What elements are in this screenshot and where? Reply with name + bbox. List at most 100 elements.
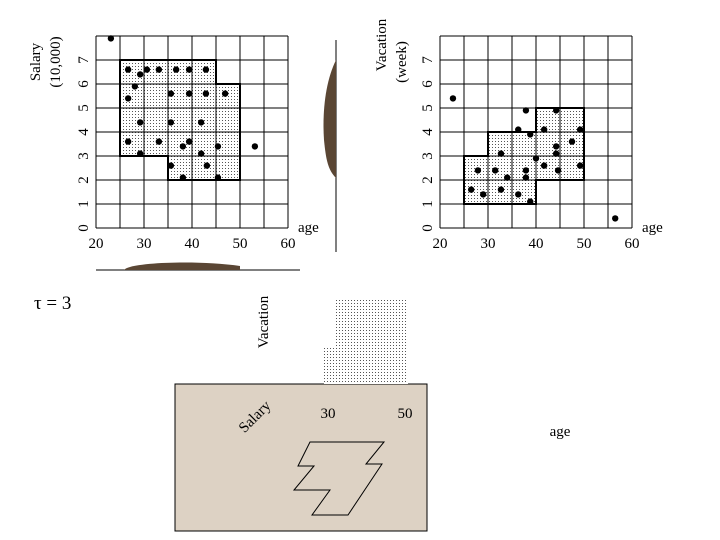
y-tick-label: 1	[420, 200, 436, 208]
point	[136, 150, 144, 157]
y-tick-label: 6	[420, 80, 436, 88]
x-tick-label: 60	[281, 236, 296, 252]
x-tick-label: 50	[233, 236, 248, 252]
left-grid	[95, 35, 289, 229]
dense-region	[119, 59, 241, 181]
point	[474, 167, 482, 174]
point	[492, 167, 499, 174]
point	[185, 90, 193, 97]
point	[136, 71, 144, 78]
point	[527, 131, 534, 138]
point	[504, 174, 511, 181]
point	[155, 138, 163, 145]
point	[522, 174, 530, 181]
point	[497, 186, 505, 193]
point	[197, 119, 205, 126]
x-tick-label: 40	[185, 236, 200, 252]
point	[214, 143, 222, 150]
y-tick-label: 7	[420, 56, 436, 64]
point	[172, 66, 180, 73]
y-tick-label: 3	[420, 152, 436, 160]
x-label: age	[298, 220, 319, 236]
point	[468, 186, 475, 193]
x-tick-label: 50	[577, 236, 592, 252]
point	[179, 143, 187, 150]
point	[552, 107, 560, 114]
y-label: (10,000)	[48, 36, 64, 87]
point	[532, 155, 540, 162]
point	[202, 66, 210, 73]
axis-label: Vacation	[256, 295, 272, 348]
tick-label: 30	[321, 406, 336, 422]
point	[480, 191, 487, 198]
y-tick-label: 0	[76, 224, 92, 232]
point	[143, 66, 151, 73]
x-tick-label: 30	[137, 236, 152, 252]
y-tick-label: 2	[76, 176, 92, 184]
point	[155, 66, 163, 73]
point	[202, 90, 210, 97]
point	[167, 119, 175, 126]
point	[497, 150, 505, 157]
point	[540, 126, 548, 133]
x-tick-label: 20	[89, 236, 104, 252]
y-label: Salary	[28, 42, 44, 81]
point	[124, 66, 132, 73]
point	[576, 126, 584, 133]
point	[522, 167, 530, 174]
point	[197, 150, 205, 157]
y-tick-label: 3	[76, 152, 92, 160]
x-tick-label: 60	[625, 236, 640, 252]
point	[131, 83, 139, 90]
salary-distribution	[323, 60, 336, 178]
point	[515, 191, 522, 198]
point	[185, 66, 193, 73]
y-tick-label: 5	[76, 104, 92, 112]
point	[554, 167, 562, 174]
tick-label: 50	[398, 406, 413, 422]
point	[107, 35, 115, 42]
point	[203, 162, 211, 169]
y-tick-label: 4	[76, 128, 92, 136]
point	[185, 138, 193, 145]
right-grid	[439, 35, 633, 229]
point	[124, 95, 132, 102]
point	[167, 90, 175, 97]
threshold-label: τ = 3	[34, 293, 71, 314]
cluster-outline	[292, 441, 386, 516]
subspace-box	[174, 383, 428, 532]
cluster-projection	[324, 300, 408, 384]
point	[179, 174, 187, 181]
point	[540, 162, 548, 169]
point	[167, 162, 175, 169]
y-tick-label: 1	[76, 200, 92, 208]
y-tick-label: 5	[420, 104, 436, 112]
point	[568, 138, 576, 145]
point	[552, 143, 560, 150]
y-tick-label: 7	[76, 56, 92, 64]
y-tick-label: 0	[420, 224, 436, 232]
y-label: Vacation	[374, 18, 390, 71]
point	[124, 138, 132, 145]
y-label: (week)	[394, 41, 410, 83]
point	[612, 215, 619, 222]
age-distribution	[124, 262, 240, 270]
point	[221, 90, 229, 97]
point	[136, 119, 144, 126]
x-tick-label: 40	[529, 236, 544, 252]
point	[251, 143, 259, 150]
point	[576, 162, 584, 169]
point	[527, 198, 534, 205]
x-tick-label: 30	[481, 236, 496, 252]
x-label: age	[642, 220, 663, 236]
y-tick-label: 4	[420, 128, 436, 136]
point	[515, 126, 522, 133]
point	[552, 150, 560, 157]
axis-label: age	[550, 424, 571, 440]
y-tick-label: 2	[420, 176, 436, 184]
y-tick-label: 6	[76, 80, 92, 88]
point	[214, 174, 222, 181]
point	[522, 107, 530, 114]
x-tick-label: 20	[433, 236, 448, 252]
